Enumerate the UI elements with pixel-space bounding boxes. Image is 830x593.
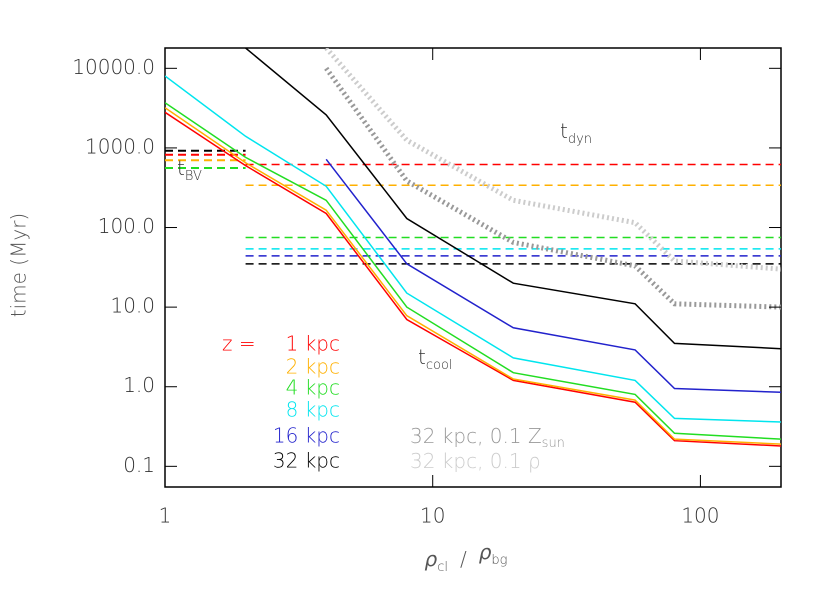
y-tick-label: 0.1: [123, 453, 155, 477]
x-tick-label: 1: [159, 504, 172, 528]
legend-label: 32 kpc, 0.1 ρ: [410, 449, 541, 473]
legend-label: 32 kpc: [273, 449, 340, 473]
line: [165, 107, 781, 445]
annotation-sub: BV: [185, 169, 202, 184]
legend-label-text: 32 kpc, 0.1 ρ: [410, 449, 541, 473]
annotation-text: t: [177, 156, 185, 180]
legend-label-text: 32 kpc, 0.1 Z: [410, 424, 542, 448]
line: [325, 158, 781, 394]
legend-label: 32 kpc, 0.1 Zsun: [410, 424, 565, 451]
line: [165, 75, 781, 423]
legend-label: 1 kpc: [286, 332, 340, 356]
annotation: tdyn: [560, 119, 592, 147]
legend-label: 8 kpc: [286, 398, 340, 422]
x-axis-label-part: cl: [437, 560, 448, 575]
legend-label: 2 kpc: [286, 355, 340, 379]
legend-label: 16 kpc: [273, 424, 340, 448]
y-tick-label: 10000.0: [72, 55, 155, 79]
x-axis-label-part: bg: [491, 553, 507, 568]
annotation: tcool: [418, 345, 453, 373]
dotted-line: [324, 48, 781, 272]
annotation: tBV: [177, 156, 202, 184]
plot-area: [165, 48, 781, 447]
y-tick-label: 1.0: [123, 373, 155, 397]
legend-label-sub: sun: [542, 436, 565, 451]
y-tick-label: 100.0: [98, 214, 155, 238]
y-axis-label: time (Myr): [7, 213, 31, 317]
annotation-sub: cool: [426, 358, 453, 373]
plot-frame: [164, 47, 782, 488]
annotation-text: t: [418, 345, 426, 369]
x-axis-label-part: ρ: [425, 547, 438, 571]
x-tick-label: 10: [420, 504, 445, 528]
y-tick-label: 1000.0: [85, 134, 155, 158]
y-tick-label: 10.0: [110, 294, 155, 318]
x-axis-label-part: ρ: [479, 540, 492, 564]
dotted-line: [324, 66, 781, 310]
line: [165, 102, 781, 440]
line: [165, 111, 781, 447]
legend-label: 4 kpc: [286, 376, 340, 400]
x-axis-label-part: /: [460, 547, 467, 571]
line: [245, 48, 781, 350]
annotation-sub: dyn: [568, 132, 592, 147]
x-axis-label: ρcl / ρbg: [425, 540, 508, 575]
annotation-text: t: [560, 119, 568, 143]
legend-prefix: z =: [222, 332, 256, 356]
x-tick-label: 100: [681, 504, 719, 528]
